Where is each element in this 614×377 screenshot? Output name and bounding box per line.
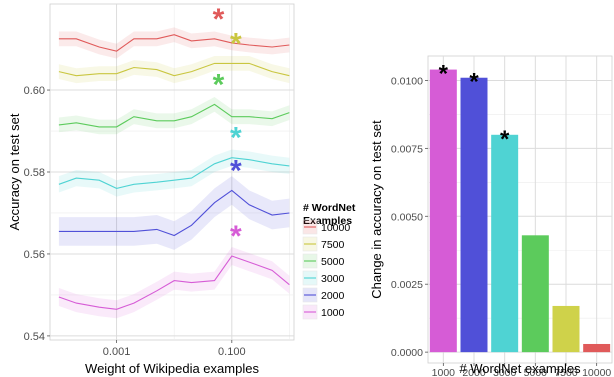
y-axis-title: Change in accuracy on test set: [369, 120, 384, 299]
series-line-5000: [58, 103, 290, 128]
legend-title: # WordNet: [303, 202, 356, 214]
x-tick-label: 2000: [462, 367, 486, 377]
x-tick-label: 1000: [432, 367, 456, 377]
significance-star-2000: *: [230, 154, 242, 187]
y-tick-label: 0.58: [24, 167, 45, 179]
y-tick-label: 0.0025: [391, 279, 423, 291]
significance-star-10000: *: [213, 3, 225, 36]
x-axis-title: # WordNet examples: [459, 361, 581, 376]
y-axis-title: Accuracy on test set: [7, 113, 22, 230]
series-line-10000: [58, 34, 290, 52]
significance-star-5000: *: [213, 68, 225, 101]
bar-10000: [583, 343, 611, 353]
legend-label-3000: 3000: [321, 273, 345, 285]
series-line-3000: [58, 157, 290, 189]
left-line-chart: 0.540.560.580.600.001 0.100******Weight o…: [7, 3, 295, 376]
x-tick-label: 5000: [524, 367, 548, 377]
legend-label-10000: 10000: [321, 222, 350, 234]
y-tick-label: 0.0075: [391, 143, 423, 155]
significance-star-2000: *: [469, 69, 479, 96]
legend-label-1000: 1000: [321, 307, 345, 319]
series-line-7500: [58, 62, 290, 77]
confidence-band-3000: [58, 149, 290, 197]
legend-label-5000: 5000: [321, 256, 345, 268]
confidence-band-7500: [58, 56, 290, 84]
significance-star-3000: *: [500, 126, 510, 153]
x-tick-label: 0.100: [218, 346, 246, 358]
bar-5000: [521, 235, 549, 353]
bar-3000: [491, 134, 519, 353]
x-tick-label: 7500: [554, 367, 578, 377]
y-tick-label: 0.54: [24, 331, 45, 343]
series-line-1000: [58, 255, 290, 310]
plot-panel: [427, 55, 613, 364]
significance-star-1000: *: [439, 61, 449, 88]
y-tick-label: 0.0050: [391, 211, 423, 223]
x-tick-label: 10000: [582, 367, 611, 377]
significance-star-7500: *: [230, 27, 242, 60]
bar-2000: [460, 77, 488, 353]
legend-label-2000: 2000: [321, 290, 345, 302]
y-tick-label: 0.60: [24, 85, 45, 97]
significance-star-1000: *: [230, 220, 242, 253]
legend-label-7500: 7500: [321, 239, 345, 251]
x-tick-label: 0.001: [103, 346, 131, 358]
y-tick-label: 0.56: [24, 249, 45, 261]
confidence-band-5000: [58, 97, 290, 135]
significance-star-3000: *: [230, 122, 242, 155]
y-tick-label: 0.0100: [391, 75, 423, 87]
y-tick-label: 0.0000: [391, 347, 423, 359]
confidence-band-1000: [58, 247, 290, 319]
right-bar-chart: 0.0000 0.0025 0.0050 0.0075 0.0100 1000 * 2000 *…: [369, 55, 613, 377]
legend-title: Examples: [303, 215, 352, 227]
bar-7500: [552, 305, 580, 353]
series-line-2000: [58, 189, 290, 237]
x-axis-title: Weight of Wikipedia examples: [85, 361, 259, 376]
x-tick-label: 3000: [493, 367, 517, 377]
bar-1000: [429, 69, 457, 353]
